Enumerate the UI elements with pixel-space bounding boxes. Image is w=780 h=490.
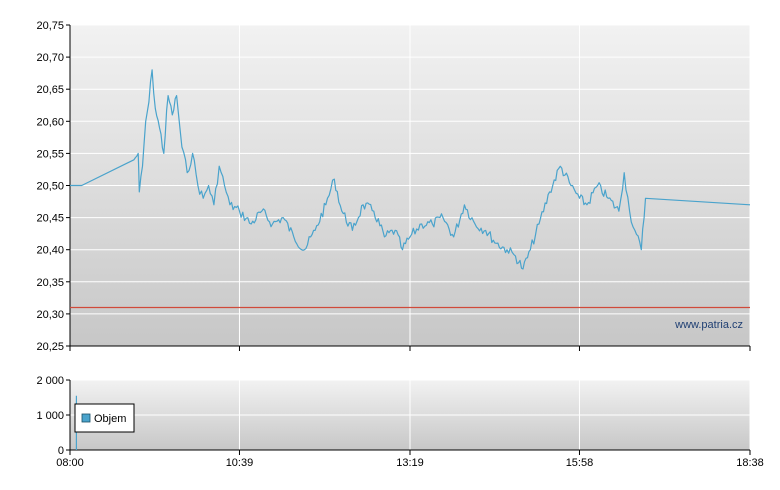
price-y-tick-label: 20,65 bbox=[36, 84, 64, 96]
legend-label: Objem bbox=[94, 413, 126, 425]
price-y-tick-label: 20,50 bbox=[36, 181, 64, 193]
watermark-text: www.patria.cz bbox=[674, 319, 743, 331]
volume-panel: 0 1 000 2 000 Objem 08:00 10:39 13:19 15:58 18:3… bbox=[36, 375, 763, 469]
price-panel: 20,25 20,30 20,35 20,40 20,45 20,50 20,55 20,60… bbox=[36, 20, 751, 353]
price-y-tick-label: 20,70 bbox=[36, 52, 64, 64]
price-y-tick-label: 20,55 bbox=[36, 148, 64, 160]
price-y-tick-label: 20,75 bbox=[36, 20, 64, 32]
price-line bbox=[70, 69, 751, 270]
x-tick-label: 10:39 bbox=[226, 457, 254, 469]
x-tick-label: 18:38 bbox=[736, 457, 764, 469]
x-tick-label: 13:19 bbox=[396, 457, 424, 469]
price-y-tick-label: 20,45 bbox=[36, 213, 64, 225]
x-tick-label: 15:58 bbox=[566, 457, 594, 469]
price-y-tick-label: 20,40 bbox=[36, 245, 64, 257]
price-y-tick-label: 20,25 bbox=[36, 341, 64, 353]
price-y-tick-label: 20,60 bbox=[36, 116, 64, 128]
x-tick-label: 08:00 bbox=[56, 457, 84, 469]
volume-legend: Objem bbox=[74, 403, 135, 433]
volume-y-tick-label: 2 000 bbox=[36, 375, 64, 387]
price-y-tick-label: 20,30 bbox=[36, 309, 64, 321]
legend-swatch bbox=[81, 413, 91, 423]
price-y-tick-label: 20,35 bbox=[36, 277, 64, 289]
volume-y-tick-label: 0 bbox=[58, 445, 64, 457]
volume-y-tick-label: 1 000 bbox=[36, 410, 64, 422]
